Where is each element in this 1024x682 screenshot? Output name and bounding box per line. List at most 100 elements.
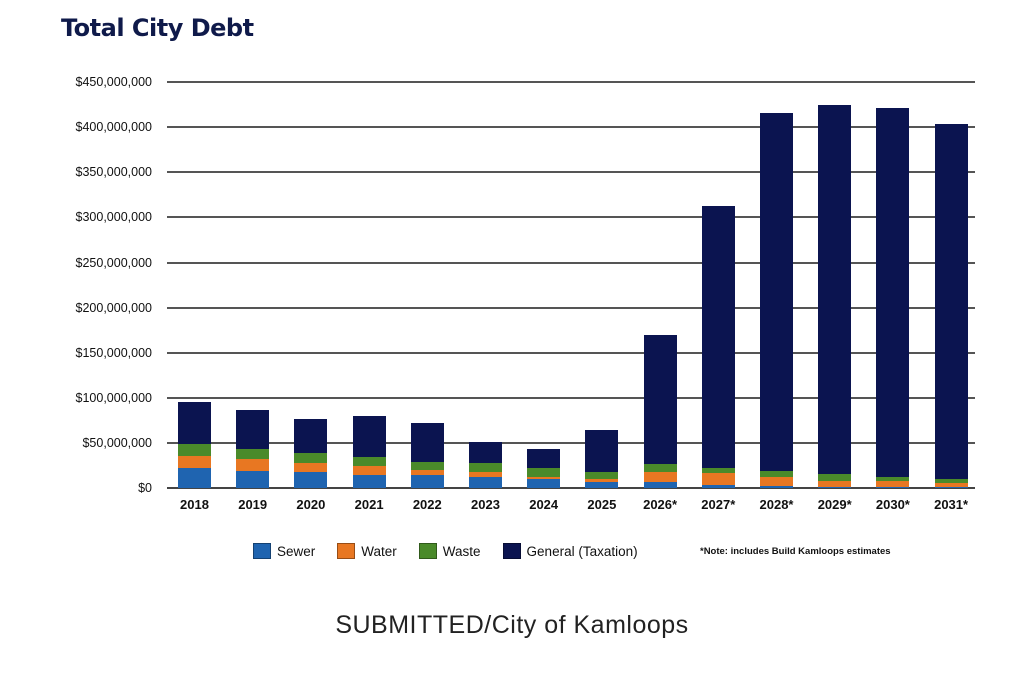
bar-segment-water: [469, 471, 502, 478]
gridline: [167, 487, 975, 489]
stacked-bar-2023: [469, 442, 502, 488]
chart-note: *Note: includes Build Kamloops estimates: [700, 546, 891, 557]
stacked-bar-2026: [643, 334, 677, 488]
chart-title: Total City Debt: [61, 14, 254, 42]
bar-segment-sewer: [178, 468, 211, 488]
bar-segment-general: [469, 442, 502, 463]
y-axis-tick-label: $150,000,000: [75, 345, 152, 360]
bar-segment-waste: [760, 470, 793, 478]
y-axis-tick-label: $250,000,000: [75, 255, 152, 270]
bar-segment-waste: [876, 477, 910, 481]
bar-segment-sewer: [527, 478, 561, 488]
bar-segment-sewer: [236, 470, 270, 488]
bar-segment-water: [934, 482, 968, 488]
bar-segment-waste: [178, 443, 211, 457]
bar-segment-general: [876, 108, 910, 478]
x-axis-tick-label: 2030*: [875, 497, 910, 512]
bar-segment-waste: [410, 461, 444, 470]
bar-segment-sewer: [352, 475, 386, 488]
y-axis-tick-label: $0: [138, 481, 152, 495]
y-axis-tick-label: $100,000,000: [75, 390, 152, 405]
bar-segment-general: [643, 334, 677, 464]
bar-segment-water: [760, 477, 793, 487]
bar-segment-sewer: [876, 487, 910, 488]
x-axis-tick-label: 2027*: [701, 497, 736, 512]
x-axis-tick-label: 2021: [354, 497, 384, 512]
bar-segment-general: [410, 423, 444, 462]
bar-segment-water: [236, 459, 270, 471]
legend-label: Water: [361, 543, 397, 559]
x-axis-tick-label: 2025: [587, 497, 617, 512]
x-axis-tick-label: 2031*: [934, 497, 969, 512]
bar-segment-waste: [934, 479, 968, 483]
bar-segment-general: [701, 205, 735, 469]
bar-segment-general: [178, 402, 211, 444]
legend-swatch-icon: [502, 543, 521, 559]
gridline: [167, 396, 975, 399]
bar-segment-water: [876, 480, 910, 488]
bar-segment-general: [934, 123, 968, 480]
bar-segment-general: [294, 419, 328, 453]
bar-segment-sewer: [294, 471, 328, 488]
y-axis-tick-label: $200,000,000: [75, 300, 152, 315]
bar-segment-water: [352, 466, 386, 476]
bar-segment-waste: [701, 468, 735, 473]
stacked-bar-2021: [352, 415, 386, 488]
gridline: [167, 306, 975, 309]
bar-segment-waste: [585, 471, 619, 479]
gridline: [167, 216, 975, 219]
stacked-bar-2028: [760, 112, 793, 488]
bar-segment-waste: [469, 462, 502, 472]
stacked-bar-2027: [701, 205, 735, 488]
x-axis-tick-label: 2024: [529, 497, 559, 512]
stacked-bar-2024: [527, 449, 561, 488]
legend-label: Sewer: [277, 543, 316, 559]
photo-credit-caption: SUBMITTED/City of Kamloops: [335, 611, 689, 639]
x-axis-tick-label: 2026*: [643, 497, 678, 512]
bar-segment-general: [352, 415, 386, 458]
legend-label: Waste: [442, 543, 481, 559]
x-axis-tick-label: 2020: [296, 497, 326, 512]
y-axis-tick-label: $450,000,000: [75, 75, 152, 90]
stacked-bar-2031: [934, 123, 968, 488]
bar-segment-general: [527, 449, 561, 469]
bar-segment-sewer: [934, 487, 968, 488]
y-axis-tick-label: $350,000,000: [75, 165, 152, 180]
bar-segment-sewer: [410, 475, 444, 488]
y-axis-tick-label: $50,000,000: [82, 435, 152, 450]
gridline: [167, 351, 975, 354]
bar-segment-sewer: [818, 487, 852, 488]
bar-segment-water: [701, 472, 735, 486]
bar-segment-sewer: [643, 481, 677, 488]
x-axis-tick-label: 2019: [238, 497, 268, 512]
gridline: [167, 441, 975, 444]
chart-legend: Sewer Water Waste General (Taxation): [253, 543, 660, 559]
legend-swatch-icon: [253, 543, 271, 559]
bar-segment-general: [236, 410, 270, 450]
bar-segment-water: [527, 477, 561, 479]
x-axis-tick-label: 2028*: [759, 497, 794, 512]
gridline: [167, 261, 975, 264]
bar-segment-water: [643, 471, 677, 482]
stacked-bar-2018: [178, 402, 211, 488]
bar-segment-sewer: [701, 485, 735, 488]
bar-segment-waste: [643, 463, 677, 472]
bar-segment-waste: [818, 474, 852, 481]
y-axis-tick-label: $400,000,000: [75, 120, 152, 135]
stacked-bar-2020: [294, 419, 328, 488]
legend-item-waste: Waste: [418, 543, 481, 559]
bar-segment-waste: [352, 457, 386, 467]
bar-segment-general: [818, 104, 852, 475]
stacked-bar-2022: [410, 423, 444, 488]
legend-item-water: Water: [337, 543, 397, 559]
stacked-bar-2030: [876, 108, 910, 488]
x-axis-tick-label: 2029*: [817, 497, 852, 512]
bar-segment-sewer: [469, 477, 502, 488]
x-axis-tick-label: 2018: [180, 497, 209, 512]
legend-swatch-icon: [337, 543, 356, 559]
legend-item-general: General (Taxation): [502, 543, 638, 559]
bar-segment-general: [760, 112, 793, 471]
legend-item-sewer: Sewer: [253, 543, 315, 559]
bar-segment-water: [585, 478, 619, 482]
